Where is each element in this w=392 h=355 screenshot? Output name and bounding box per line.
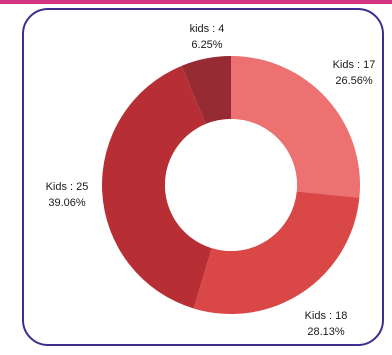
slice-label-3: Kids : 25 (46, 181, 89, 193)
donut-slice-4 (181, 56, 231, 125)
slice-labels: Kids : 17 26.56% Kids : 18 28.13% Kids : 25 3… (46, 23, 376, 338)
slice-label-1: Kids : 17 (333, 59, 376, 71)
slice-percent-2: 28.13% (307, 326, 345, 338)
donut-slice-1 (231, 56, 360, 198)
slice-percent-3: 39.06% (48, 197, 86, 209)
donut-slices (102, 56, 360, 314)
slice-label-2: Kids : 18 (305, 310, 348, 322)
donut-hole (165, 119, 297, 251)
slice-percent-4: 6.25% (191, 39, 222, 51)
slice-percent-1: 26.56% (335, 75, 373, 87)
donut-slice-2 (193, 191, 360, 314)
slice-label-4: kids : 4 (190, 23, 225, 35)
top-accent-bar (0, 0, 392, 4)
donut-slice-3 (102, 65, 212, 309)
